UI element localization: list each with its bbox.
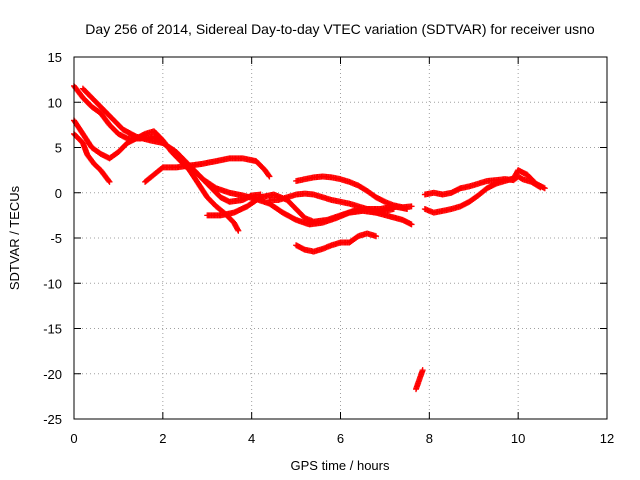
data-point	[408, 203, 415, 210]
series-arc-8	[293, 173, 415, 211]
y-tick-label: -20	[43, 367, 62, 382]
grid-lines	[74, 57, 607, 419]
x-tick-label: 6	[337, 431, 344, 446]
x-axis-label: GPS time / hours	[291, 458, 390, 473]
data-point	[390, 206, 397, 213]
series-arc-2	[71, 117, 242, 234]
y-tick-label: 0	[55, 186, 62, 201]
data-point	[419, 367, 426, 374]
series-arc-5	[142, 155, 273, 185]
x-tick-label: 2	[159, 431, 166, 446]
y-tick-label: 10	[48, 95, 62, 110]
y-axis-label: SDTVAR / TECUs	[7, 185, 22, 290]
series-arc-7	[293, 230, 380, 255]
data-point-fill	[265, 172, 272, 179]
data-point	[106, 178, 113, 185]
series-arc-9	[266, 190, 397, 216]
data-point	[408, 221, 415, 228]
y-tick-label: -5	[50, 231, 62, 246]
data-point	[235, 227, 242, 234]
series-arc-3	[71, 130, 113, 185]
x-tick-label: 0	[70, 431, 77, 446]
y-tick-label: 15	[48, 50, 62, 65]
chart-title: Day 256 of 2014, Sidereal Day-to-day VTE…	[85, 21, 595, 37]
data-point	[266, 173, 273, 180]
data-point	[541, 185, 548, 192]
y-tick-label: -25	[43, 412, 62, 427]
data-point-fill	[105, 177, 112, 184]
data-point	[373, 233, 380, 240]
x-tick-label: 4	[248, 431, 255, 446]
y-tick-label: -15	[43, 322, 62, 337]
x-tick-label: 8	[426, 431, 433, 446]
tick-labels: 0 2 4 6 8 10 12 -25 -20 -15 -10 -5 0 5 10 15	[43, 50, 614, 446]
y-tick-label: 5	[55, 141, 62, 156]
y-tick-label: -10	[43, 276, 62, 291]
series-arc-12	[421, 167, 548, 216]
x-tick-label: 10	[511, 431, 525, 446]
series-arc-10	[413, 367, 426, 393]
plot-area	[71, 82, 548, 393]
plot-border	[73, 56, 608, 420]
x-tick-label: 12	[600, 431, 614, 446]
